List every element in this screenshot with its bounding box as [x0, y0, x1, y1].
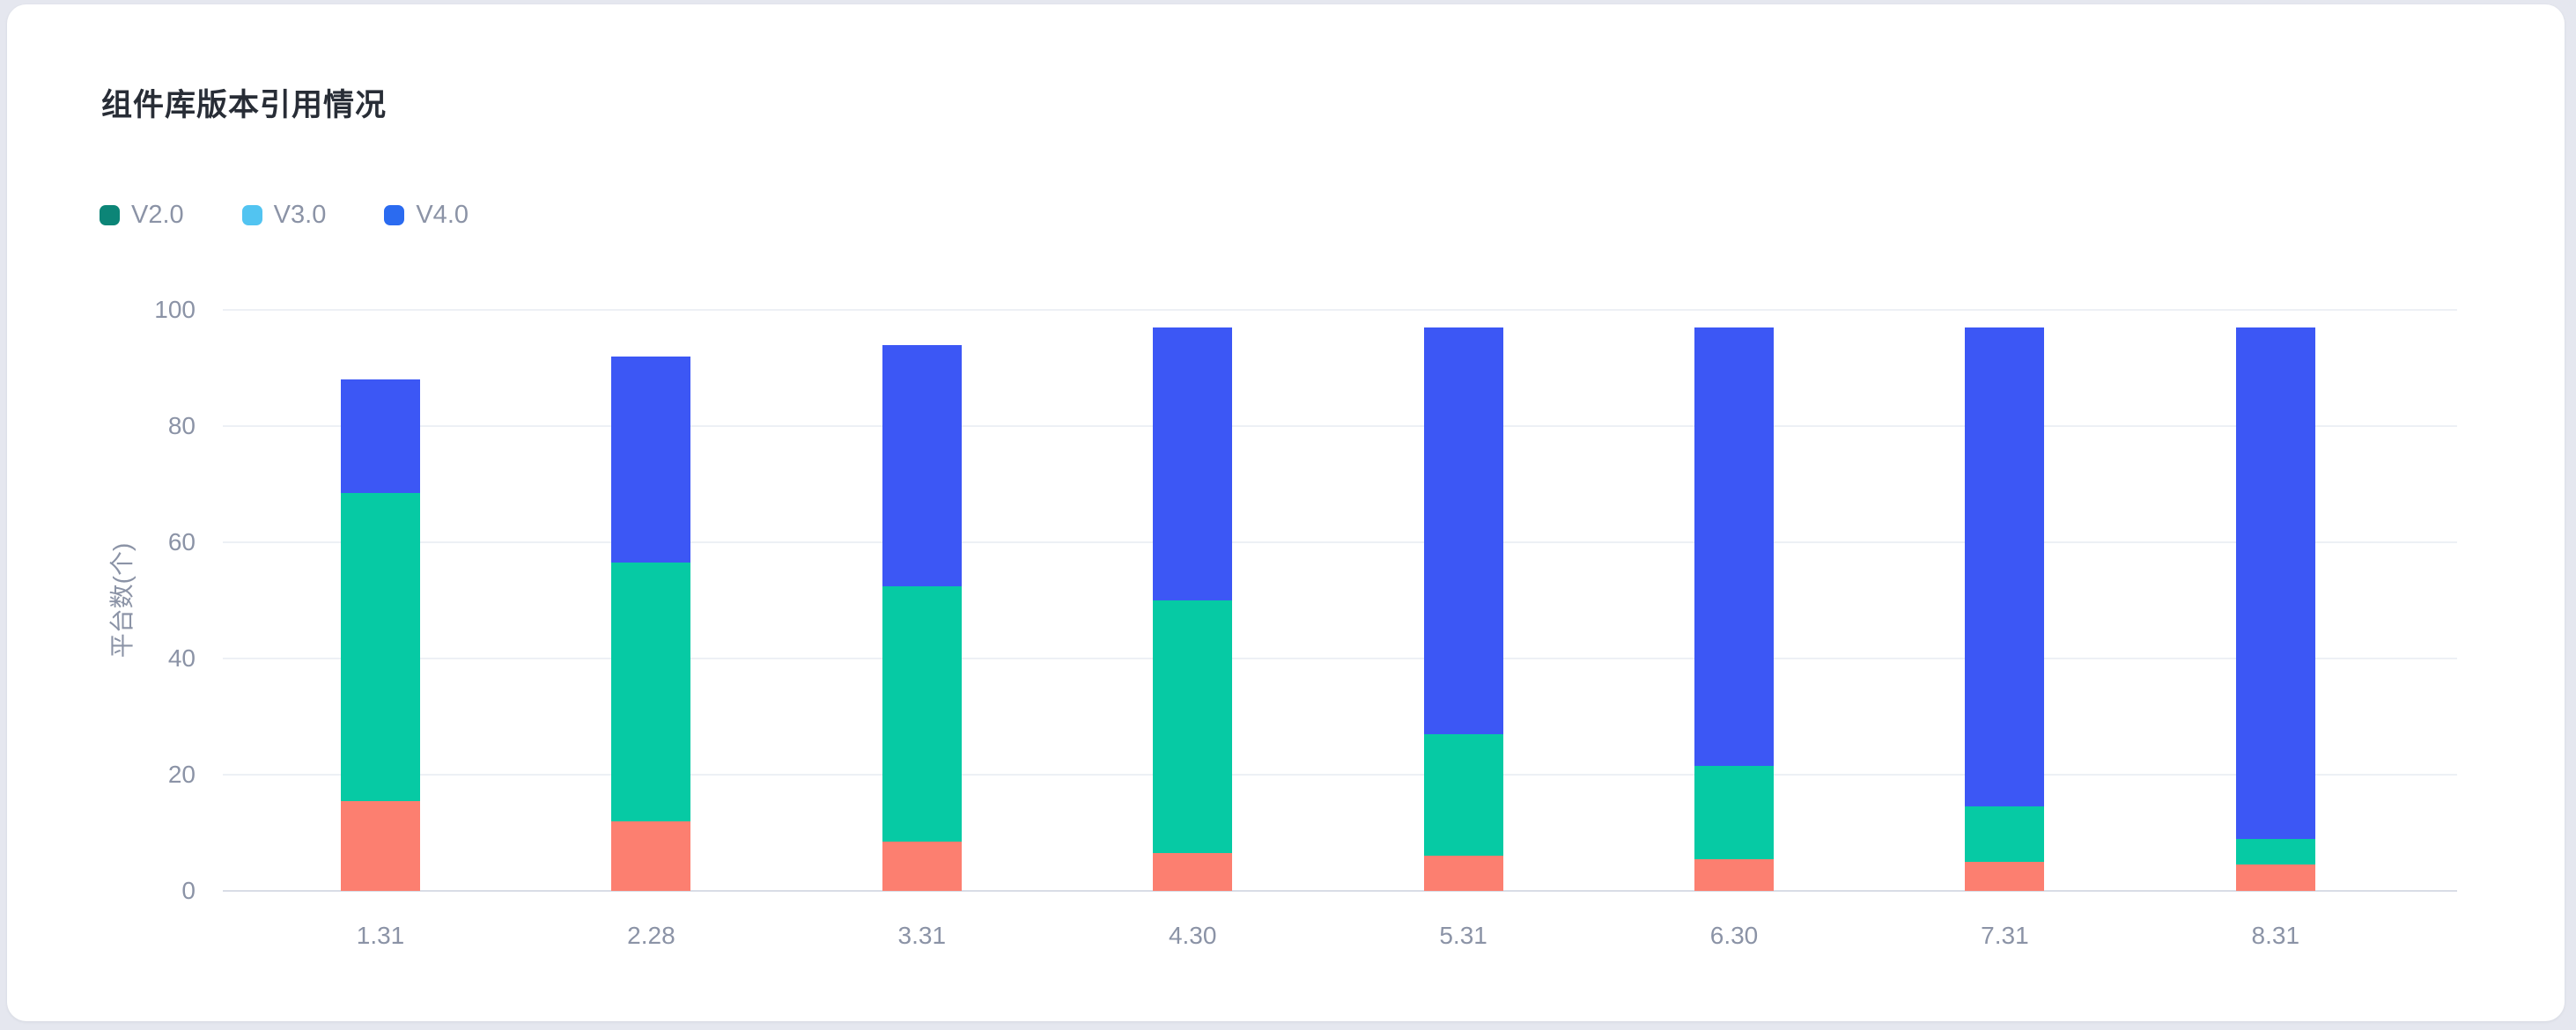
gridline-20	[223, 774, 2457, 776]
chart-card	[7, 4, 2565, 1021]
bar-7.31-segment-bottom[interactable]	[1965, 862, 2045, 891]
gridline-100	[223, 309, 2457, 311]
bar-1.31-segment-bottom[interactable]	[341, 800, 420, 891]
legend-item-v2.0[interactable]: V2.0	[100, 201, 184, 230]
bar-1.31-segment-top[interactable]	[341, 379, 420, 493]
bar-1.31[interactable]	[341, 379, 420, 891]
bar-2.28-segment-middle[interactable]	[611, 563, 691, 821]
bar-6.30-segment-bottom[interactable]	[1694, 858, 1774, 891]
y-tick-label-100: 100	[154, 296, 196, 323]
bar-2.28-segment-bottom[interactable]	[611, 820, 691, 891]
bar-2.28-segment-top[interactable]	[611, 356, 691, 563]
legend-swatch-v2.0	[100, 205, 120, 225]
legend-item-v3.0[interactable]: V3.0	[241, 201, 327, 230]
bar-7.31-segment-middle[interactable]	[1965, 806, 2045, 862]
bar-8.31-segment-bottom[interactable]	[2235, 864, 2315, 891]
bar-4.30-segment-top[interactable]	[1153, 327, 1233, 600]
gridline-40	[223, 658, 2457, 659]
bar-6.30-segment-top[interactable]	[1694, 327, 1774, 767]
bar-6.30-segment-middle[interactable]	[1694, 766, 1774, 859]
y-tick-label-80: 80	[167, 412, 196, 439]
legend-label: V3.0	[273, 201, 327, 229]
bar-5.31-segment-top[interactable]	[1423, 327, 1503, 734]
legend-label: V2.0	[131, 201, 184, 229]
bar-3.31-segment-bottom[interactable]	[882, 841, 962, 891]
x-tick-label-4.30: 4.30	[1168, 922, 1217, 949]
legend-swatch-v3.0	[241, 205, 262, 225]
chart-legend: V2.0 V3.0 V4.0	[100, 201, 469, 230]
chart-title: 组件库版本引用情况	[101, 88, 388, 122]
x-axis-line	[223, 890, 2457, 892]
bar-7.31-segment-top[interactable]	[1965, 327, 2045, 807]
bar-1.31-segment-middle[interactable]	[341, 492, 420, 801]
y-axis-name: 平台数(个)	[108, 542, 136, 658]
bar-3.31[interactable]	[882, 344, 962, 891]
x-tick-label-1.31: 1.31	[356, 922, 405, 949]
x-tick-label-7.31: 7.31	[1981, 922, 2029, 949]
y-tick-label-60: 60	[167, 528, 196, 555]
bar-7.31[interactable]	[1965, 327, 2045, 891]
bar-8.31[interactable]	[2235, 327, 2315, 891]
bar-5.31-segment-middle[interactable]	[1423, 733, 1503, 857]
bar-5.31[interactable]	[1423, 327, 1503, 891]
y-tick-label-20: 20	[167, 761, 196, 788]
x-tick-label-8.31: 8.31	[2251, 922, 2300, 949]
x-tick-label-3.31: 3.31	[897, 922, 947, 949]
bar-6.30[interactable]	[1694, 327, 1774, 891]
y-tick-label-40: 40	[167, 644, 196, 672]
legend-label: V4.0	[416, 201, 469, 229]
x-tick-label-2.28: 2.28	[627, 922, 675, 949]
bar-5.31-segment-bottom[interactable]	[1423, 856, 1503, 891]
bar-4.30-segment-middle[interactable]	[1153, 600, 1233, 854]
bar-3.31-segment-top[interactable]	[882, 344, 962, 586]
bar-4.30-segment-bottom[interactable]	[1153, 853, 1233, 891]
x-tick-label-5.31: 5.31	[1439, 922, 1487, 949]
bar-3.31-segment-middle[interactable]	[882, 585, 962, 842]
gridline-80	[223, 425, 2457, 427]
legend-swatch-v4.0	[384, 205, 405, 225]
legend-item-v4.0[interactable]: V4.0	[384, 201, 469, 230]
y-tick-label-0: 0	[181, 877, 196, 904]
bar-8.31-segment-top[interactable]	[2235, 327, 2315, 839]
bar-8.31-segment-middle[interactable]	[2235, 838, 2315, 865]
bar-2.28[interactable]	[611, 356, 691, 891]
bar-4.30[interactable]	[1153, 327, 1233, 891]
gridline-60	[223, 541, 2457, 543]
x-tick-label-6.30: 6.30	[1709, 922, 1759, 949]
